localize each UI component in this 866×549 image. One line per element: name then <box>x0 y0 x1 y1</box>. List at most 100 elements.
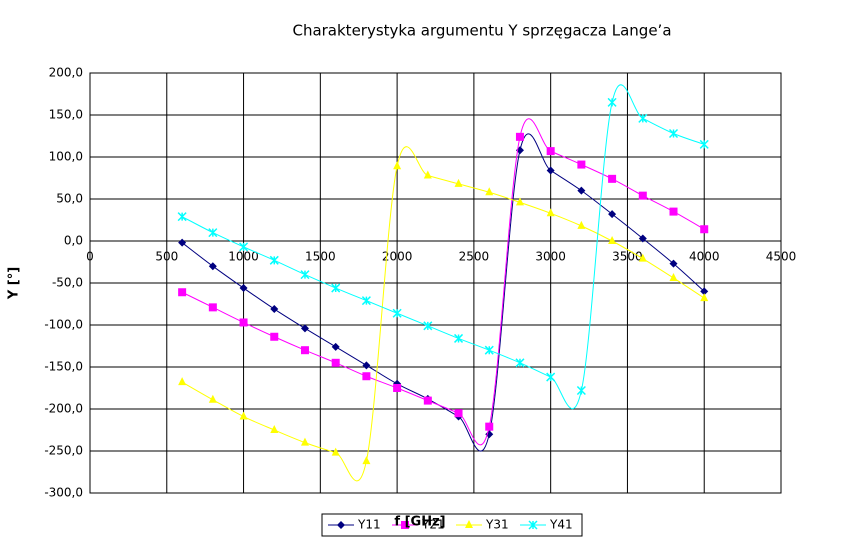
marker <box>423 396 432 405</box>
marker <box>178 288 187 297</box>
y-tick-label: 0,0 <box>64 234 83 248</box>
y-tick-label: -300,0 <box>44 486 83 500</box>
marker <box>515 197 524 206</box>
marker <box>608 236 617 244</box>
marker <box>300 324 309 333</box>
marker <box>239 411 248 420</box>
marker <box>576 385 586 396</box>
y-tick-label: 50,0 <box>56 192 83 206</box>
marker <box>546 147 555 156</box>
marker <box>331 447 340 456</box>
marker <box>423 170 432 179</box>
x-tick-label: 0 <box>86 250 94 264</box>
marker <box>546 372 556 382</box>
marker <box>208 228 218 238</box>
marker <box>528 520 538 530</box>
marker <box>668 128 679 139</box>
marker <box>465 520 473 528</box>
x-tick-label: 4000 <box>689 250 720 264</box>
x-axis-label: f [GHz] <box>394 515 445 530</box>
marker <box>270 332 279 341</box>
marker <box>669 259 678 268</box>
marker <box>401 521 409 529</box>
x-tick-label: 4500 <box>766 250 797 264</box>
marker <box>300 270 310 280</box>
marker <box>177 212 187 222</box>
marker <box>608 210 617 219</box>
marker <box>392 308 402 318</box>
marker <box>362 372 371 381</box>
x-tick-label: 1000 <box>228 250 259 264</box>
marker <box>178 238 187 247</box>
marker <box>300 437 309 446</box>
marker <box>515 358 525 368</box>
y-tick-label: 100,0 <box>49 150 83 164</box>
marker <box>638 253 647 262</box>
marker <box>577 160 586 169</box>
marker <box>577 186 586 195</box>
x-tick-label: 1500 <box>305 250 336 264</box>
marker <box>607 97 617 107</box>
marker <box>208 303 217 312</box>
marker <box>423 321 433 331</box>
y-tick-label: -150,0 <box>44 360 83 374</box>
marker <box>454 178 463 187</box>
marker <box>331 342 340 351</box>
marker <box>485 422 494 431</box>
marker <box>669 207 678 216</box>
marker <box>454 409 463 418</box>
marker <box>239 318 248 327</box>
y-axis-label: Y [°] <box>7 267 22 300</box>
marker <box>331 358 340 367</box>
marker <box>270 425 279 433</box>
legend: Y11 Y21 Y31 Y41 <box>321 513 583 537</box>
marker <box>454 333 464 343</box>
marker <box>300 346 309 355</box>
x-tick-label: 2500 <box>459 250 490 264</box>
marker <box>546 208 555 217</box>
marker <box>337 521 345 529</box>
y-tick-label: -50,0 <box>52 276 83 290</box>
x-tick-label: 3500 <box>612 250 643 264</box>
y-tick-label: -250,0 <box>44 444 83 458</box>
marker <box>361 296 371 306</box>
marker <box>638 191 647 200</box>
legend-label: Y11 <box>357 518 381 532</box>
marker <box>700 287 709 296</box>
x-tick-label: 500 <box>155 250 178 264</box>
marker <box>484 345 494 355</box>
marker <box>700 293 709 302</box>
x-tick-label: 2000 <box>382 250 413 264</box>
marker <box>485 430 494 439</box>
marker <box>638 113 648 123</box>
y-tick-label: 200,0 <box>49 66 83 80</box>
marker <box>546 166 555 175</box>
marker <box>699 139 709 149</box>
marker <box>331 283 341 293</box>
legend-label: Y31 <box>485 518 509 532</box>
x-tick-label: 3000 <box>535 250 566 264</box>
marker <box>638 234 647 243</box>
marker <box>577 220 586 229</box>
marker <box>393 161 402 170</box>
chart-title: Charakterystyka argumentu Y sprzęgacza L… <box>292 22 671 40</box>
marker <box>269 255 279 265</box>
y-tick-label: -100,0 <box>44 318 83 332</box>
marker <box>270 305 279 314</box>
marker <box>393 384 402 392</box>
y-tick-label: 150,0 <box>49 108 83 122</box>
legend-label: Y41 <box>549 518 573 532</box>
marker <box>239 284 248 293</box>
legend-box <box>321 513 583 537</box>
marker <box>208 394 217 403</box>
marker <box>700 225 709 234</box>
marker <box>515 132 524 141</box>
marker <box>362 361 371 370</box>
y-tick-label: -200,0 <box>44 402 83 416</box>
marker <box>239 242 249 252</box>
marker <box>485 187 494 196</box>
marker <box>208 262 217 271</box>
marker <box>669 272 678 281</box>
marker <box>608 174 617 183</box>
